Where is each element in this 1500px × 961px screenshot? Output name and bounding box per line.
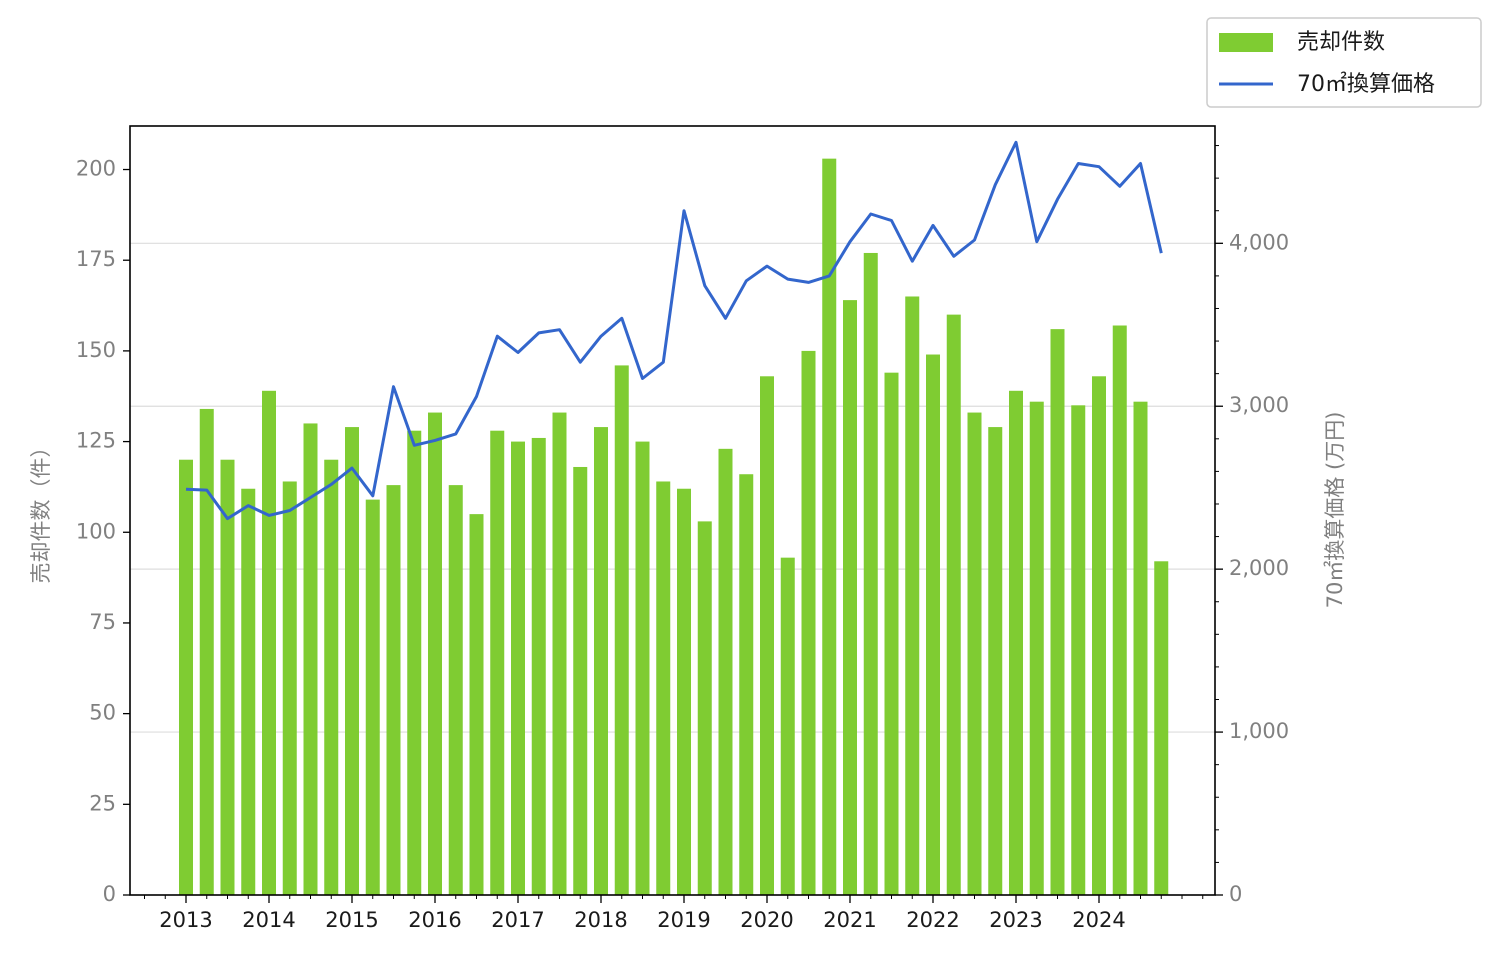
bar xyxy=(905,296,920,895)
bar xyxy=(1154,561,1169,895)
bar xyxy=(594,427,608,895)
y-left-tick-label: 175 xyxy=(76,247,116,271)
bar xyxy=(946,314,961,895)
y-left-tick-label: 0 xyxy=(103,882,116,906)
plot-frame xyxy=(129,125,1216,896)
bar xyxy=(614,365,629,896)
bar xyxy=(1133,401,1148,895)
x-tick-label: 2019 xyxy=(657,908,710,932)
bar xyxy=(1092,376,1106,896)
legend-swatch-bar xyxy=(1219,33,1273,52)
bar xyxy=(490,430,505,895)
y-right-tick-label: 1,000 xyxy=(1229,719,1289,743)
x-tick-label: 2016 xyxy=(408,908,461,932)
bar xyxy=(552,412,567,895)
bar xyxy=(697,521,712,895)
x-tick-label: 2013 xyxy=(159,908,212,932)
bar xyxy=(656,481,671,895)
bar xyxy=(573,466,588,895)
bar xyxy=(926,354,940,896)
bar xyxy=(303,423,318,895)
x-tick-label: 2017 xyxy=(491,908,544,932)
bar xyxy=(967,412,982,895)
bar xyxy=(1071,405,1086,895)
axes: 0 25 50 75 100 125 150 175 200 0 1,000 2,000 3,000 4,… xyxy=(76,125,1289,932)
bar xyxy=(801,350,816,895)
bar xyxy=(241,488,256,895)
bar xyxy=(780,557,795,895)
x-tick-label: 2022 xyxy=(906,908,959,932)
y-left-tick-label: 75 xyxy=(89,610,116,634)
bar xyxy=(843,300,857,895)
y-right-tick-label: 0 xyxy=(1229,882,1242,906)
bar xyxy=(262,390,276,895)
x-tick-label: 2018 xyxy=(574,908,627,932)
y-left-tick-label: 150 xyxy=(76,338,116,362)
legend-label-line: 70㎡換算価格 xyxy=(1297,71,1435,97)
bar xyxy=(863,252,878,896)
x-tick-label: 2021 xyxy=(823,908,876,932)
y-right-tick-label: 4,000 xyxy=(1229,230,1289,254)
bar xyxy=(1112,325,1127,895)
bar xyxy=(365,499,380,895)
bar xyxy=(677,488,691,895)
y-left-tick-label: 100 xyxy=(76,519,116,543)
y-right-tick-label: 2,000 xyxy=(1229,556,1289,580)
bar xyxy=(1050,329,1065,895)
bar xyxy=(1029,401,1044,895)
line-series xyxy=(185,140,1163,521)
legend-label-bar: 売却件数 xyxy=(1297,30,1385,55)
bar xyxy=(448,485,463,895)
bar xyxy=(220,459,235,895)
line-price xyxy=(185,140,1163,521)
bar xyxy=(635,441,650,895)
x-tick-label: 2014 xyxy=(242,908,295,932)
bar xyxy=(739,474,754,895)
bar xyxy=(511,441,525,895)
bar xyxy=(428,412,442,895)
y-axis-left-label: 売却件数（件） xyxy=(29,437,53,584)
bar xyxy=(988,427,1003,895)
y-left-tick-label: 125 xyxy=(76,429,116,453)
x-tick-label: 2020 xyxy=(740,908,793,932)
legend-frame xyxy=(1206,17,1482,108)
x-tick-label: 2015 xyxy=(325,908,378,932)
bar xyxy=(199,408,214,895)
bar xyxy=(469,514,484,895)
bar-series xyxy=(179,158,1169,896)
legend: 売却件数 70㎡換算価格 xyxy=(1206,17,1482,108)
y-right-tick-label: 3,000 xyxy=(1229,393,1289,417)
bar xyxy=(760,376,774,896)
bar xyxy=(179,459,193,895)
bar xyxy=(531,437,546,895)
y-left-tick-label: 25 xyxy=(89,791,116,815)
bar xyxy=(884,372,899,895)
y-axis-right-label: 70㎡換算価格 (万円) xyxy=(1323,412,1347,609)
x-tick-label: 2023 xyxy=(989,908,1042,932)
bar xyxy=(345,427,359,895)
bar xyxy=(718,448,733,895)
bar xyxy=(407,430,422,895)
bar xyxy=(386,485,401,895)
y-left-tick-label: 200 xyxy=(76,157,116,181)
x-tick-label: 2024 xyxy=(1072,908,1125,932)
bar xyxy=(1009,390,1023,895)
bar xyxy=(822,158,837,895)
bar xyxy=(324,459,339,895)
y-left-tick-label: 50 xyxy=(89,701,116,725)
bar xyxy=(282,481,297,895)
